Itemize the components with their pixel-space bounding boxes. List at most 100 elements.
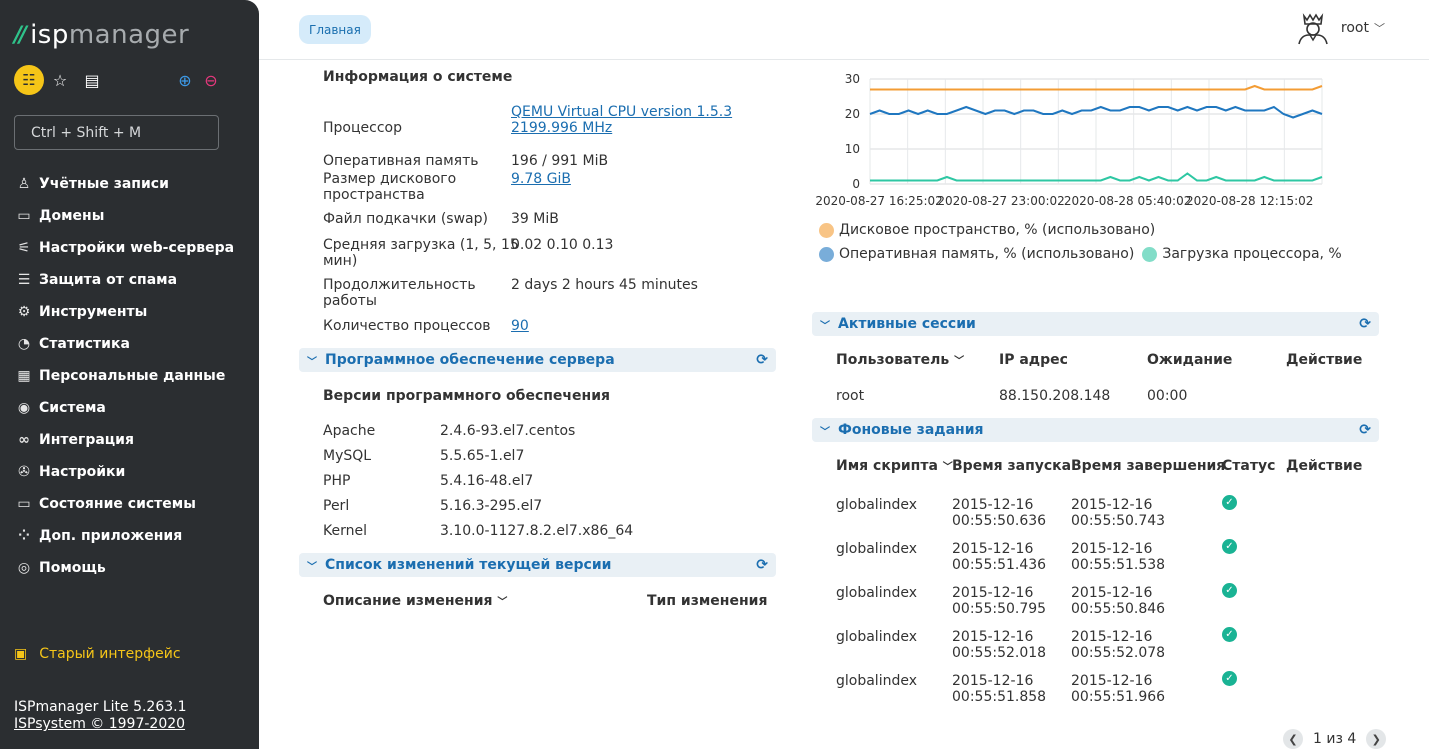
menu-item[interactable]: ☰ Защита от спама <box>14 264 234 296</box>
prev-page-icon[interactable]: ❮ <box>1283 729 1303 749</box>
legend-label-cpu: Загрузка процессора, % <box>1162 246 1342 262</box>
chevron-down-icon: ﹀ <box>820 426 830 438</box>
session-user[interactable]: root <box>836 388 865 404</box>
legend-marker-cpu <box>1142 246 1158 262</box>
sysinfo-label: Продолжительность работы <box>323 277 476 309</box>
sysinfo-value: 39 MiB <box>511 211 559 227</box>
col-header-ip[interactable]: IP адрес <box>999 352 1068 368</box>
add-favorite-icon[interactable]: ⊕ <box>178 70 192 90</box>
job-name[interactable]: globalindex <box>836 541 917 557</box>
sysinfo-label: Процессор <box>323 120 402 136</box>
menu-item[interactable]: ⚙ Инструменты <box>14 296 234 328</box>
job-start: 2015-12-16 00:55:50.636 <box>952 497 1047 529</box>
menu-item-label: Доп. приложения <box>39 528 183 544</box>
menu-item[interactable]: ⁘ Доп. приложения <box>14 520 234 552</box>
sessions-section-title: Активные сессии <box>838 316 976 332</box>
chevron-down-icon: ﹀ <box>1374 22 1385 35</box>
job-name[interactable]: globalindex <box>836 629 917 645</box>
changes-section-title: Список изменений текущей версии <box>325 557 612 573</box>
software-version: 5.16.3-295.el7 <box>440 498 543 514</box>
col-header-status[interactable]: Статус <box>1222 458 1276 474</box>
x-tick-label: 2020-08-27 23:00:02 <box>937 194 1064 208</box>
software-version: 5.5.65-1.el7 <box>440 448 525 464</box>
user-menu[interactable]: root ﹀ <box>1295 10 1385 46</box>
menu-item[interactable]: ◎ Помощь <box>14 552 234 584</box>
logo[interactable]: // ispmanager <box>14 20 189 50</box>
col-header-user[interactable]: Пользователь ﹀ <box>836 352 965 368</box>
menu-item[interactable]: ∞ Интеграция <box>14 424 234 456</box>
briefcase-icon[interactable]: ▤ <box>84 70 100 90</box>
sysinfo-value-link[interactable]: 9.78 GiB <box>511 171 571 187</box>
col-header-type[interactable]: Тип изменения <box>647 593 768 609</box>
software-name: Kernel <box>323 523 367 539</box>
col-header-description[interactable]: Описание изменения ﹀ <box>323 593 508 609</box>
sidebar-footer: ISPmanager Lite 5.263.1 ISPsystem © 1997… <box>14 699 187 733</box>
chevron-down-icon: ﹀ <box>942 462 953 473</box>
col-header-script[interactable]: Имя скрипта ﹀ <box>836 458 953 474</box>
col-header-idle[interactable]: Ожидание <box>1147 352 1233 368</box>
refresh-icon[interactable]: ⟳ <box>756 352 768 368</box>
x-tick-label: 2020-08-28 12:15:02 <box>1186 194 1313 208</box>
sliders-icon: ⚟ <box>17 240 31 256</box>
menu-item-label: Настройки <box>39 464 126 480</box>
job-name[interactable]: globalindex <box>836 497 917 513</box>
help-icon: ◎ <box>17 560 31 576</box>
legend-marker-ram <box>819 246 834 262</box>
menu-item[interactable]: ◔ Статистика <box>14 328 234 360</box>
quick-actions: ☷ ☆ ▤ ⊕ ⊖ <box>14 65 224 95</box>
refresh-icon[interactable]: ⟳ <box>756 557 768 573</box>
page-indicator: 1 из 4 <box>1313 731 1357 747</box>
old-interface-link[interactable]: ▣ Старый интерфейс <box>14 646 181 662</box>
sysinfo-value-link[interactable]: 2199.996 MHz <box>511 120 613 136</box>
menu-item-label: Помощь <box>39 560 106 576</box>
sidebar: // ispmanager ☷ ☆ ▤ ⊕ ⊖ ♙ Учётные записи ▭… <box>0 0 259 749</box>
jobs-section-header[interactable]: ﹀ Фоновые задания ⟳ <box>812 418 1379 442</box>
next-page-icon[interactable]: ❯ <box>1366 729 1387 749</box>
software-version: 3.10.0-1127.8.2.el7.x86_64 <box>440 523 634 539</box>
menu-item[interactable]: ✇ Настройки <box>14 456 234 488</box>
y-tick-label: 0 <box>852 177 860 191</box>
old-interface-label: Старый интерфейс <box>39 646 181 662</box>
topbar: Главная root ﹀ <box>259 0 1429 60</box>
menu-item-label: Учётные записи <box>39 176 169 192</box>
col-header-start[interactable]: Время запуска <box>952 458 1072 474</box>
legend-row-2: Оперативная память, % (использовано) Заг… <box>819 246 1342 262</box>
copyright-link[interactable]: ISPsystem © 1997-2020 <box>14 716 186 732</box>
tree-menu-icon[interactable]: ☷ <box>14 65 44 95</box>
menu-item[interactable]: ▭ Домены <box>14 200 234 232</box>
menu-search-input[interactable] <box>14 115 219 150</box>
sysinfo-title: Информация о системе <box>323 69 513 85</box>
changes-section-header[interactable]: ﹀ Список изменений текущей версии ⟳ <box>299 553 776 577</box>
menu-item[interactable]: ◉ Система <box>14 392 234 424</box>
sysinfo-value: QEMU Virtual CPU version 1.5.3 2199.996 M… <box>511 104 732 136</box>
job-end: 2015-12-16 00:55:52.078 <box>1071 629 1166 661</box>
menu-item[interactable]: ⚟ Настройки web-сервера <box>14 232 234 264</box>
refresh-icon[interactable]: ⟳ <box>1359 422 1371 438</box>
breadcrumb-home[interactable]: Главная <box>299 15 371 44</box>
sessions-section-header[interactable]: ﹀ Активные сессии ⟳ <box>812 312 1379 336</box>
sysinfo-value-link[interactable]: 90 <box>511 318 529 334</box>
status-ok-icon: ✓ <box>1222 627 1237 642</box>
x-tick-label: 2020-08-28 05:40:02 <box>1064 194 1191 208</box>
col-header-end[interactable]: Время завершения <box>1071 458 1226 474</box>
menu-item[interactable]: ▦ Персональные данные <box>14 360 234 392</box>
series-line-0 <box>870 84 1323 91</box>
y-tick-label: 20 <box>845 107 860 121</box>
menu-item-label: Домены <box>39 208 105 224</box>
sysinfo-value-link[interactable]: QEMU Virtual CPU version 1.5.3 <box>511 104 733 120</box>
remove-favorite-icon[interactable]: ⊖ <box>204 70 218 90</box>
star-icon[interactable]: ☆ <box>52 70 68 90</box>
sysinfo-value: 0.02 0.10 0.13 <box>511 237 614 253</box>
sysinfo-value: 2 days 2 hours 45 minutes <box>511 277 698 293</box>
software-section-header[interactable]: ﹀ Программное обеспечение сервера ⟳ <box>299 348 776 372</box>
refresh-icon[interactable]: ⟳ <box>1359 316 1371 332</box>
os-icon: ◉ <box>17 400 31 416</box>
x-tick-label: 2020-08-27 16:25:02 <box>815 194 942 208</box>
job-name[interactable]: globalindex <box>836 673 917 689</box>
session-ip: 88.150.208.148 <box>999 388 1111 404</box>
menu-item[interactable]: ▭ Состояние системы <box>14 488 234 520</box>
job-name[interactable]: globalindex <box>836 585 917 601</box>
logo-text-isp: isp <box>30 20 69 50</box>
menu-item[interactable]: ♙ Учётные записи <box>14 168 234 200</box>
